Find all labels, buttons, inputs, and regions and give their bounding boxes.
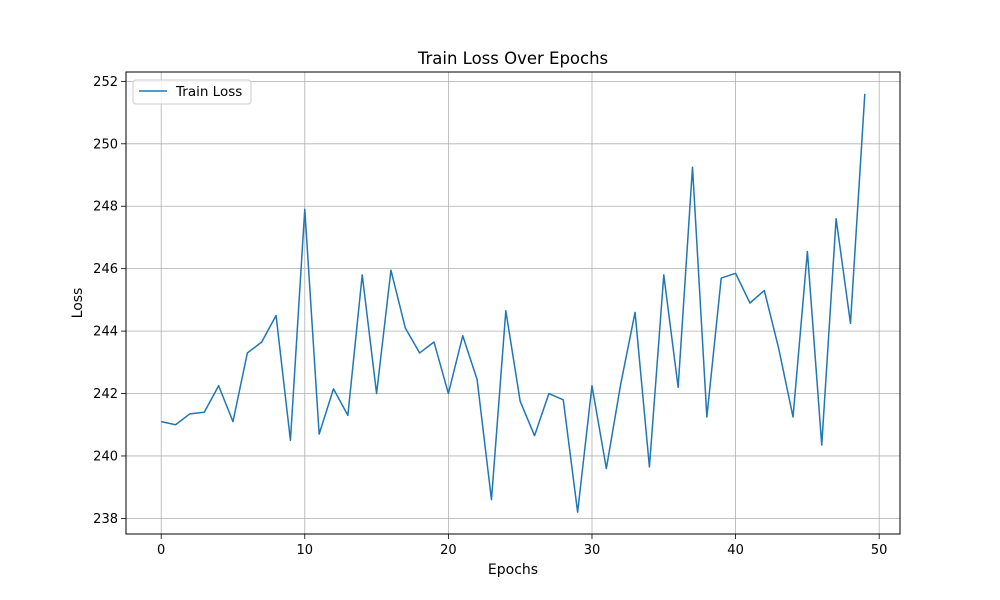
legend-box	[132, 79, 252, 105]
chart-title: Train Loss Over Epochs	[417, 49, 608, 68]
y-tick-label: 242	[93, 387, 118, 402]
legend: Train Loss	[132, 79, 252, 105]
x-tick-label: 10	[297, 543, 314, 558]
y-tick-label: 238	[93, 512, 118, 527]
y-tick-label: 252	[93, 75, 118, 90]
x-tick-label: 40	[727, 543, 744, 558]
x-tick-label: 20	[440, 543, 457, 558]
y-tick-label: 240	[93, 449, 118, 464]
series-layer	[161, 93, 866, 513]
y-tick-label: 250	[93, 137, 118, 152]
plot-area-frame	[125, 71, 901, 535]
series-line-train-loss	[161, 93, 866, 513]
y-tick-label: 248	[93, 200, 118, 215]
x-axis-label: Epochs	[488, 562, 538, 578]
y-tick-label: 246	[93, 262, 118, 277]
axis-ticks: 0 10 20 30 40 50 238 240 242 244 246 248 250 252	[93, 75, 887, 558]
y-tick-label: 244	[93, 325, 118, 340]
x-tick-label: 50	[871, 543, 888, 558]
grid-lines	[126, 72, 900, 534]
y-axis-label: Loss	[70, 288, 86, 319]
x-tick-label: 0	[157, 543, 165, 558]
x-tick-label: 30	[584, 543, 601, 558]
legend-label-train-loss: Train Loss	[175, 84, 242, 100]
